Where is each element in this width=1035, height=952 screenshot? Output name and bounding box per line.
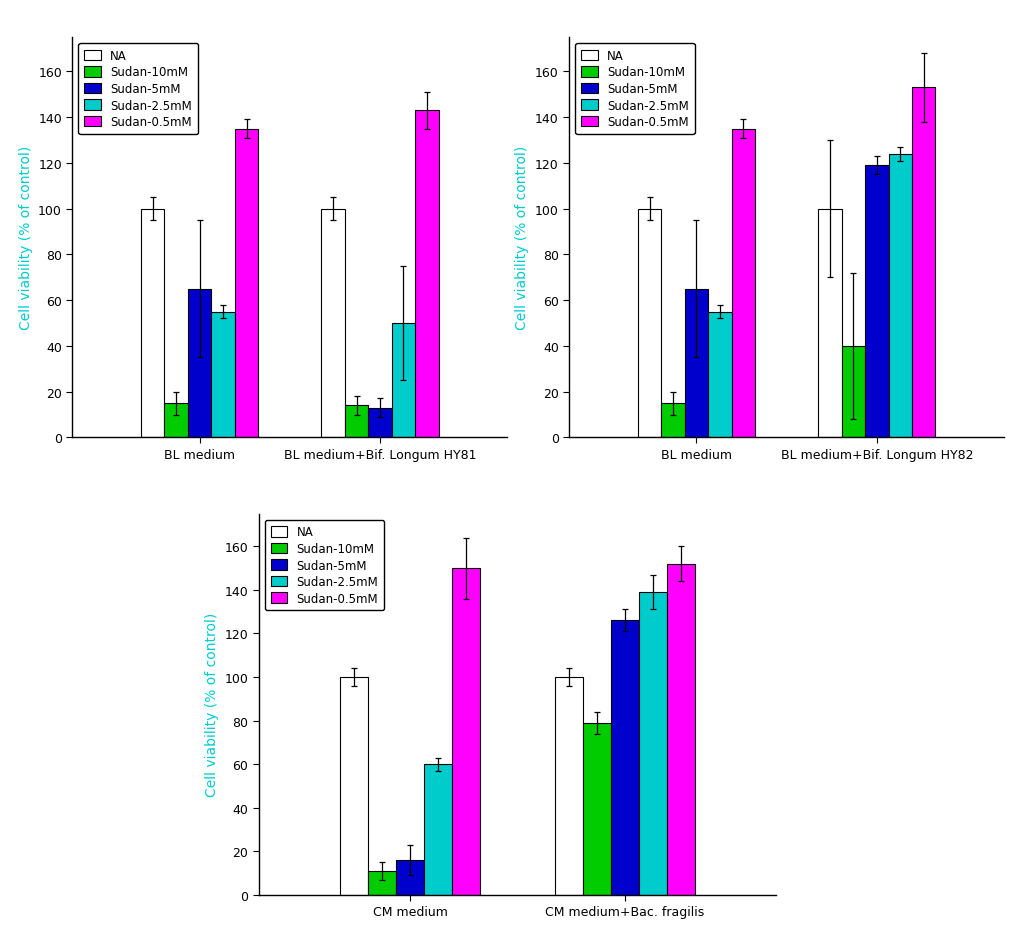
- Bar: [211, 312, 235, 438]
- Bar: [888, 154, 912, 438]
- Bar: [321, 209, 345, 438]
- Bar: [424, 764, 452, 895]
- Bar: [396, 860, 424, 895]
- Bar: [452, 568, 480, 895]
- Bar: [235, 129, 259, 438]
- Bar: [708, 312, 732, 438]
- Bar: [685, 289, 708, 438]
- Bar: [141, 209, 165, 438]
- Bar: [368, 871, 396, 895]
- Legend: NA, Sudan-10mM, Sudan-5mM, Sudan-2.5mM, Sudan-0.5mM: NA, Sudan-10mM, Sudan-5mM, Sudan-2.5mM, …: [79, 44, 198, 135]
- Legend: NA, Sudan-10mM, Sudan-5mM, Sudan-2.5mM, Sudan-0.5mM: NA, Sudan-10mM, Sudan-5mM, Sudan-2.5mM, …: [575, 44, 694, 135]
- Bar: [165, 404, 188, 438]
- Y-axis label: Cell viability (% of control): Cell viability (% of control): [515, 146, 530, 330]
- Y-axis label: Cell viability (% of control): Cell viability (% of control): [19, 146, 33, 330]
- Bar: [912, 89, 936, 438]
- Bar: [555, 677, 583, 895]
- Y-axis label: Cell viability (% of control): Cell viability (% of control): [205, 612, 219, 797]
- Bar: [639, 592, 667, 895]
- Bar: [667, 565, 694, 895]
- Bar: [368, 408, 391, 438]
- Bar: [341, 677, 368, 895]
- Bar: [611, 621, 639, 895]
- Bar: [415, 111, 439, 438]
- Bar: [391, 324, 415, 438]
- Bar: [345, 406, 368, 438]
- Bar: [841, 347, 865, 438]
- Bar: [638, 209, 661, 438]
- Bar: [661, 404, 685, 438]
- Legend: NA, Sudan-10mM, Sudan-5mM, Sudan-2.5mM, Sudan-0.5mM: NA, Sudan-10mM, Sudan-5mM, Sudan-2.5mM, …: [265, 520, 384, 611]
- Bar: [818, 209, 841, 438]
- Bar: [732, 129, 756, 438]
- Bar: [583, 723, 611, 895]
- Bar: [865, 166, 888, 438]
- Bar: [188, 289, 211, 438]
